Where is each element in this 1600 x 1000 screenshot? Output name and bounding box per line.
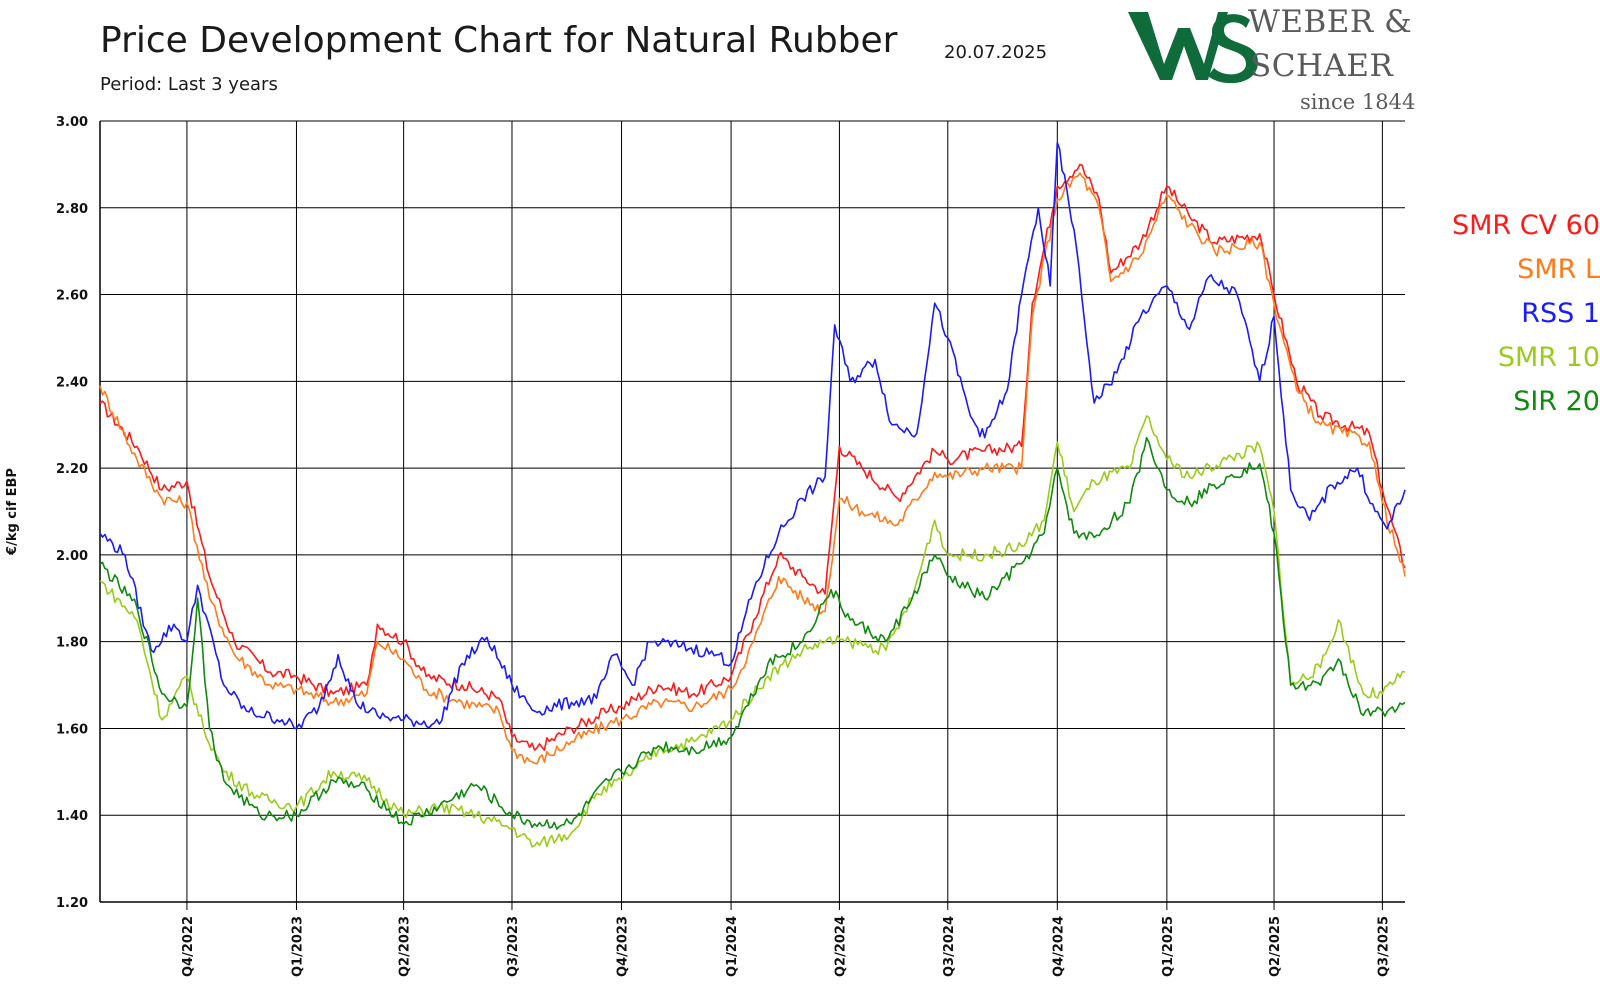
y-tick-label: 2.40 <box>56 375 88 390</box>
y-tick-label: 2.00 <box>56 549 88 564</box>
x-tick-label: Q1/2024 <box>725 916 740 977</box>
series-line-smr-cv-60 <box>99 163 1406 751</box>
x-tick-label: Q4/2023 <box>616 916 631 977</box>
x-tick-label: Q3/2023 <box>506 916 521 977</box>
y-tick-label: 1.20 <box>56 896 88 911</box>
x-tick-label: Q3/2025 <box>1376 916 1391 977</box>
y-tick-label: 2.80 <box>56 202 88 217</box>
y-tick-label: 1.40 <box>56 809 88 824</box>
legend-item-smr-l: SMR L <box>1517 254 1600 285</box>
legend-item-smr-cv-60: SMR CV 60 <box>1451 210 1600 241</box>
x-tick-label: Q3/2024 <box>942 916 957 977</box>
series-line-sir-20 <box>99 436 1406 830</box>
x-tick-label: Q2/2025 <box>1268 916 1283 977</box>
x-tick-label: Q4/2024 <box>1051 916 1066 977</box>
y-tick-label: 2.20 <box>56 462 88 477</box>
y-tick-label: 1.60 <box>56 722 88 737</box>
legend-item-rss-1: RSS 1 <box>1521 298 1600 329</box>
x-tick-label: Q2/2024 <box>833 916 848 977</box>
x-tick-label: Q1/2023 <box>290 916 305 977</box>
series-line-smr-l <box>99 172 1406 765</box>
logo-line-1: WEBER & <box>1248 4 1413 40</box>
x-tick-label: Q1/2025 <box>1161 916 1176 977</box>
series-line-rss-1 <box>99 141 1406 730</box>
page-title: Price Development Chart for Natural Rubb… <box>100 20 898 61</box>
logo-line-2: SCHAER <box>1250 48 1394 84</box>
y-tick-label: 3.00 <box>56 115 88 130</box>
chart-subtitle: Period: Last 3 years <box>100 74 278 95</box>
legend-item-smr-10: SMR 10 <box>1497 342 1600 373</box>
y-tick-label: 2.60 <box>56 289 88 304</box>
y-axis-label: €/kg cif EBP <box>5 468 20 556</box>
x-tick-label: Q2/2023 <box>398 916 413 977</box>
chart-date: 20.07.2025 <box>944 42 1048 63</box>
y-tick-label: 1.80 <box>56 636 88 651</box>
series-line-smr-10 <box>99 415 1406 848</box>
x-tick-label: Q4/2022 <box>181 916 196 977</box>
weber-schaer-logo-icon <box>1128 12 1258 84</box>
legend-item-sir-20: SIR 20 <box>1513 386 1600 417</box>
ws-monogram-icon <box>1128 12 1258 84</box>
logo-line-3: since 1844 <box>1300 90 1416 114</box>
